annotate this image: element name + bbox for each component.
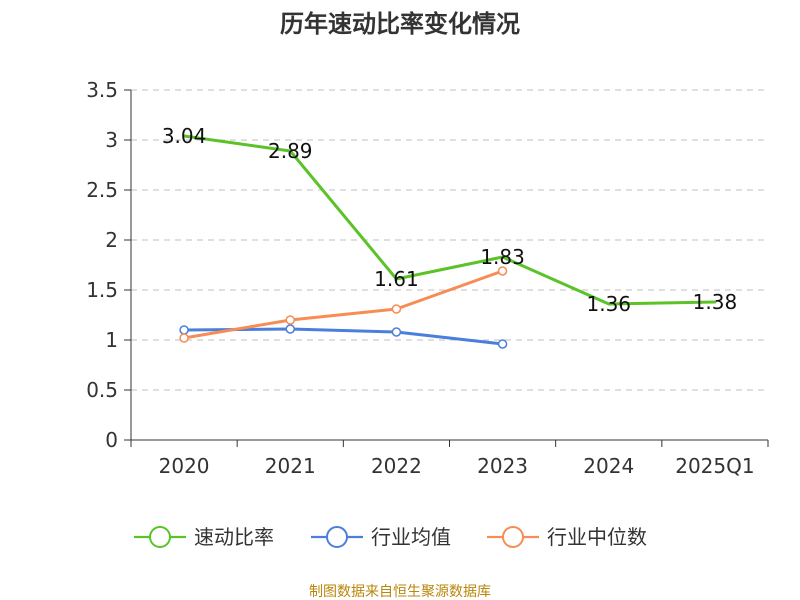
legend[interactable]: 速动比率 行业均值 行业中位数 xyxy=(134,525,647,549)
x-tick-label: 2022 xyxy=(371,454,422,478)
axes: 0 0.5 1 1.5 2 2.5 3 3.5 2020 2021 2022 2023 2024 2025… xyxy=(86,78,769,478)
series-layer xyxy=(179,134,717,349)
data-point xyxy=(391,327,402,337)
x-tick-label: 2023 xyxy=(477,454,528,478)
legend-label: 行业中位数 xyxy=(547,525,647,549)
legend-marker xyxy=(149,526,171,548)
y-tick-label: 3.5 xyxy=(86,78,118,102)
legend-item[interactable]: 速动比率 xyxy=(134,525,274,549)
data-label: 1.83 xyxy=(480,245,525,269)
y-tick-label: 0.5 xyxy=(86,378,118,402)
y-tick-label: 0 xyxy=(105,428,118,452)
legend-item[interactable]: 行业中位数 xyxy=(487,525,647,549)
series-line xyxy=(182,134,717,306)
data-label: 2.89 xyxy=(268,139,313,163)
legend-marker xyxy=(502,526,524,548)
data-point xyxy=(285,324,295,334)
y-tick-label: 3 xyxy=(105,128,118,152)
data-label: 1.61 xyxy=(374,267,419,291)
x-tick-label: 2021 xyxy=(265,454,316,478)
legend-label: 行业均值 xyxy=(371,525,451,549)
data-point xyxy=(391,304,402,314)
x-tick-label: 2020 xyxy=(159,454,210,478)
data-point xyxy=(179,325,189,335)
source-note: 制图数据来自恒生聚源数据库 xyxy=(309,584,491,600)
legend-marker xyxy=(326,526,348,548)
y-tick-label: 1 xyxy=(105,328,118,352)
data-point xyxy=(497,266,508,276)
y-tick-label: 1.5 xyxy=(86,278,118,302)
legend-label: 速动比率 xyxy=(194,525,274,549)
x-tick-label: 2024 xyxy=(583,454,634,478)
data-point xyxy=(497,339,508,349)
data-label: 1.38 xyxy=(693,290,738,314)
chart-title: 历年速动比率变化情况 xyxy=(280,10,520,38)
data-labels: 3.04 2.89 1.61 1.83 1.36 1.38 xyxy=(162,124,737,316)
data-point xyxy=(179,333,189,343)
grid-lines xyxy=(131,89,768,391)
y-tick-label: 2.5 xyxy=(86,178,118,202)
data-label: 1.36 xyxy=(586,292,631,316)
x-tick-label: 2025Q1 xyxy=(675,454,754,478)
y-tick-label: 2 xyxy=(105,228,118,252)
series-line xyxy=(182,269,505,340)
data-point xyxy=(285,315,295,325)
legend-item[interactable]: 行业均值 xyxy=(311,525,451,549)
data-label: 3.04 xyxy=(162,124,207,148)
